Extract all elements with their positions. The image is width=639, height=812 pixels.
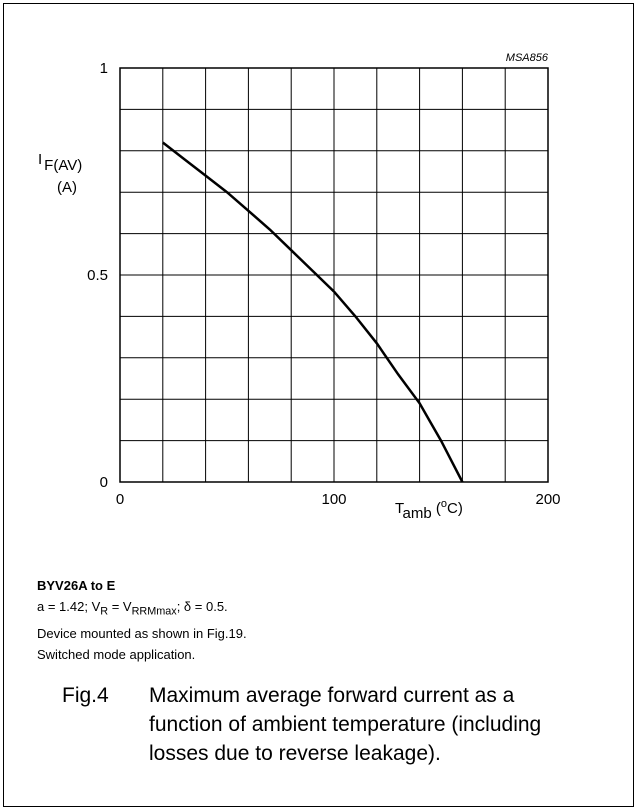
figure-caption: Fig.4 Maximum average forward current as…: [62, 681, 589, 768]
y-tick-labels: 00.51: [87, 60, 108, 491]
x-tick-label: 0: [116, 491, 124, 508]
notes-line-conditions: a = 1.42; VR = VRRMmax; δ = 0.5.: [37, 599, 228, 618]
y-tick-label: 0.5: [87, 267, 108, 284]
y-axis-unit: (A): [57, 179, 77, 196]
y-axis-label: I F(AV): [38, 151, 82, 174]
figure-notes: BYV26A to E a = 1.42; VR = VRRMmax; δ = …: [37, 575, 247, 665]
series-line: [162, 141, 464, 483]
caption-text: Maximum average forward current as a fun…: [149, 684, 542, 765]
notes-line-application: Switched mode application.: [37, 646, 196, 662]
figure-frame: [3, 3, 634, 807]
x-tick-labels: 0 100 200: [116, 491, 561, 508]
plot-area-border: [119, 67, 549, 483]
figure-code: MSA856: [506, 52, 549, 64]
x-tick-label: 200: [535, 491, 560, 508]
y-tick-label: 0: [100, 474, 108, 491]
caption-number: Fig.4: [62, 684, 109, 707]
notes-heading: BYV26A to E: [37, 578, 116, 593]
x-axis-label: Tamb (oC): [395, 498, 463, 522]
notes-line-mounting: Device mounted as shown in Fig.19.: [37, 625, 247, 641]
grid: [120, 68, 548, 482]
x-tick-label: 100: [321, 491, 346, 508]
y-tick-label: 1: [100, 60, 108, 77]
